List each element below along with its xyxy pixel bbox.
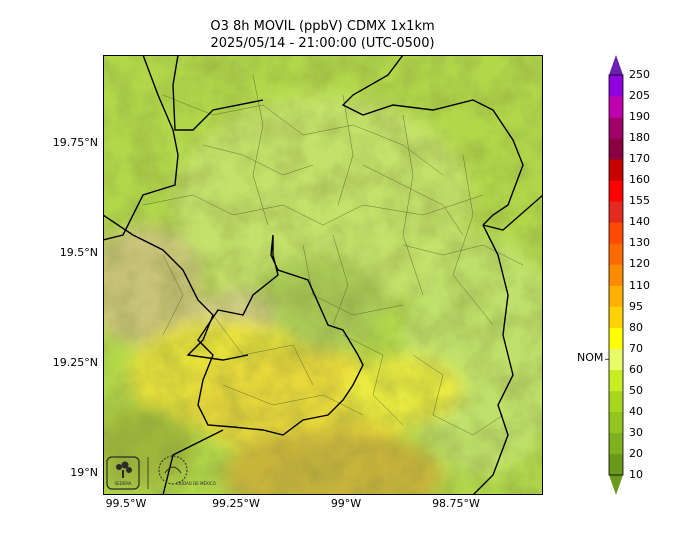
colorbar-segment (609, 411, 623, 434)
colorbar (605, 55, 624, 495)
colorbar-bottom-extension (609, 475, 623, 495)
lat-label-195: 19.5°N (59, 246, 98, 259)
colorbar-top-extension (609, 55, 623, 75)
terrain-hillshade (103, 55, 543, 495)
boundary-east (472, 224, 514, 495)
boundary-northwest (172, 55, 264, 131)
ozone-map: SEDEMA CIUDAD DE MÉXICO (103, 55, 543, 495)
colorbar-frame (608, 74, 624, 476)
colorbar-segment (609, 117, 623, 139)
colorbar-segment (609, 138, 623, 160)
colorbar-level-label: 40 (629, 404, 643, 418)
lat-label-1975: 19.75°N (52, 136, 98, 149)
colorbar-segment (609, 348, 623, 371)
sedema-logo: SEDEMA (106, 456, 140, 490)
boundary-cdmx (197, 234, 364, 436)
colorbar-level-label: 120 (629, 257, 650, 271)
colorbar-level-label: 80 (629, 320, 643, 334)
colorbar-level-label: 170 (629, 152, 650, 166)
map-subtitle-datetime: 2025/05/14 - 21:00:00 (UTC-0500) (210, 36, 435, 51)
colorbar-segment (609, 306, 623, 328)
colorbar-level-label: 155 (629, 194, 650, 208)
colorbar-level-label: 110 (629, 278, 650, 292)
colorbar-level-label: 180 (629, 131, 650, 145)
lat-label-1925: 19.25°N (52, 356, 98, 369)
colorbar-level-label: 50 (629, 383, 643, 397)
colorbar-segment (609, 453, 623, 476)
cdmx-logo: CIUDAD DE MÉXICO (158, 455, 216, 486)
boundary-northeast (482, 194, 543, 231)
colorbar-segment (609, 159, 623, 181)
colorbar-level-label: 205 (629, 89, 650, 103)
colorbar-level-label: 160 (629, 173, 650, 187)
colorbar-level-label: 95 (629, 299, 643, 313)
nom-label: NOM (577, 351, 604, 364)
sedema-logo-text: SEDEMA (115, 481, 132, 486)
lon-label-995: 99.5°W (105, 497, 147, 510)
boundary-north (341, 55, 524, 226)
colorbar-segment (609, 75, 623, 97)
colorbar-level-label: 130 (629, 236, 650, 250)
colorbar-level-label: 70 (629, 341, 643, 355)
map-frame (103, 55, 543, 495)
colorbar-segment (609, 327, 623, 349)
colorbar-level-label: 140 (629, 215, 650, 229)
boundary-south (162, 429, 224, 495)
boundary-southwest (103, 214, 249, 361)
lon-label-9875: 98.75°W (432, 497, 480, 510)
colorbar-level-label: 20 (629, 446, 643, 460)
colorbar-segment (609, 369, 623, 392)
lon-label-99: 99°W (330, 497, 362, 510)
colorbar-segment (609, 285, 623, 307)
colorbar-level-label: 10 (629, 468, 643, 481)
colorbar-segment (609, 180, 623, 202)
colorbar-segment (609, 243, 623, 265)
map-title: O3 8h MOVIL (ppbV) CDMX 1x1km (210, 19, 435, 34)
municipal-boundaries (142, 74, 524, 436)
colorbar-level-label: 190 (629, 110, 650, 124)
lon-label-9925: 99.25°W (212, 497, 260, 510)
state-boundaries (103, 55, 543, 495)
colorbar-level-label: 30 (629, 425, 643, 439)
colorbar-segment (609, 201, 623, 223)
boundary-west (103, 55, 179, 241)
colorbar-level-label: 250 (629, 68, 650, 81)
colorbar-segment (609, 432, 623, 455)
colorbar-segment (609, 264, 623, 286)
cdmx-logo-text: CIUDAD DE MÉXICO (176, 481, 216, 486)
colorbar-segment (609, 222, 623, 244)
lat-label-19: 19°N (70, 466, 98, 479)
colorbar-segment (609, 96, 623, 118)
colorbar-segment (609, 390, 623, 413)
colorbar-level-label: 60 (629, 362, 643, 376)
